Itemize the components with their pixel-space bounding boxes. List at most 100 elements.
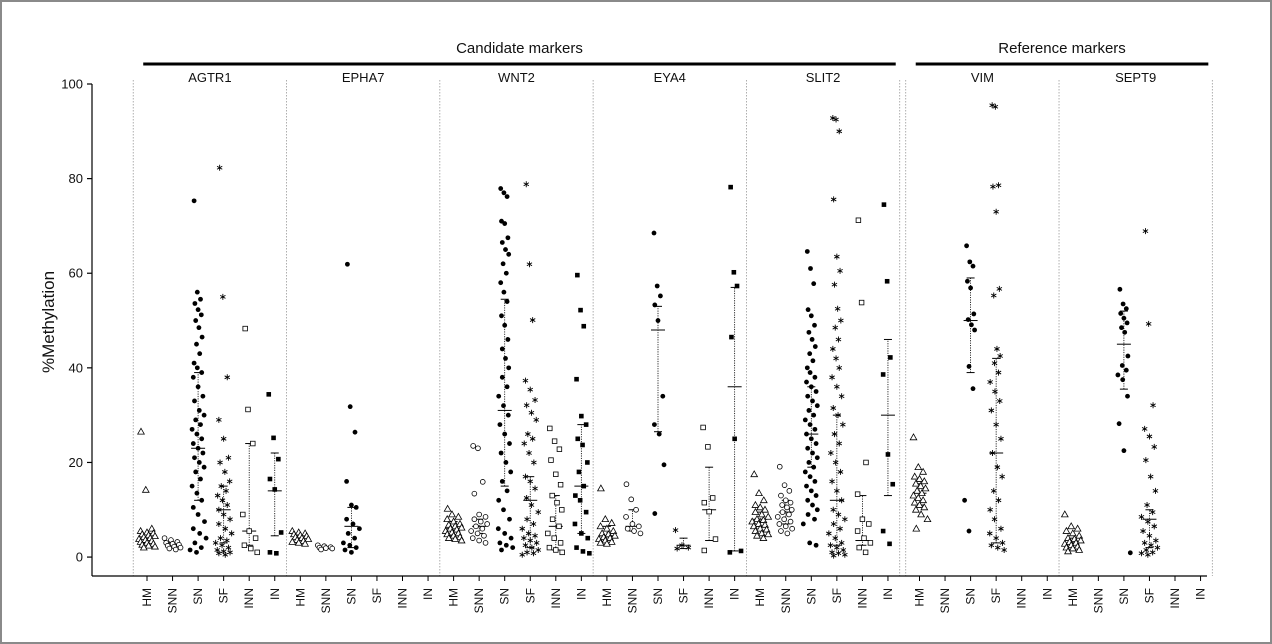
data-point [556,523,562,530]
data-point [556,446,563,452]
data-point [344,478,349,484]
data-point [863,459,869,466]
data-point [504,384,510,390]
data-point [834,487,840,494]
data-point [193,318,199,323]
data-point [551,438,558,444]
data-point [807,474,813,480]
group-headers: Candidate markers Reference markers [143,40,1209,66]
data-point [177,544,184,551]
x-category-label: SNN [1091,588,1105,613]
data-point [1064,547,1072,555]
data-point [800,521,806,527]
data-point [776,463,783,470]
data-point [1146,433,1153,440]
data-point [559,507,565,513]
data-point [738,548,744,554]
data-point [838,393,845,400]
data-point [827,542,834,549]
data-point [1145,518,1151,525]
data-point [1152,487,1159,494]
data-point [347,404,353,410]
data-point [581,323,587,329]
data-point [805,393,811,399]
data-point [510,545,516,551]
data-point [1148,542,1154,549]
data-point [1141,425,1148,432]
data-point [786,488,793,494]
data-point [141,485,150,493]
data-point [995,182,1002,189]
data-point [830,345,836,352]
data-point [1142,228,1149,235]
data-point [498,186,504,191]
data-point [228,530,235,537]
data-point [628,496,635,503]
data-point [624,525,631,532]
data-point [750,470,759,478]
x-category-label: IN [1040,588,1054,600]
data-point [532,397,538,404]
data-point [573,493,578,498]
data-point [191,198,197,204]
x-category-label: INN [1168,588,1182,609]
data-point [496,497,502,503]
data-point [807,351,813,357]
data-point [499,547,504,553]
data-point [242,325,248,332]
data-point [469,535,476,541]
data-point [530,520,537,527]
data-point [652,302,658,308]
data-point [884,278,890,284]
data-point [989,450,996,456]
data-point [190,441,196,446]
data-point [1151,443,1158,450]
data-point [990,487,997,494]
data-point [474,530,481,537]
data-point [751,500,760,508]
data-point [806,408,812,413]
data-point [652,511,658,516]
data-point [814,507,820,513]
x-category-label: HM [293,588,307,607]
data-point [471,490,478,497]
data-point [996,397,1003,404]
data-point [526,450,532,456]
data-point [498,450,504,456]
data-point [190,526,196,532]
data-point [781,516,787,523]
x-category-label: SN [651,588,665,605]
data-point [341,540,346,546]
data-point [1075,545,1084,553]
data-point [523,181,530,188]
data-point [504,488,510,494]
data-point [454,512,463,520]
data-point [274,550,279,556]
data-point [294,538,303,546]
x-category-label: SNN [625,588,639,613]
data-point [867,540,874,546]
data-point [888,355,893,360]
data-point [194,431,200,437]
data-point [968,285,973,291]
data-point [881,202,887,207]
x-category-label: SN [804,588,818,605]
x-category-label: IN [1194,588,1208,600]
data-point [753,531,761,539]
x-category-label: IN [881,588,895,600]
data-point [656,431,662,437]
data-point [189,483,195,489]
data-point [828,450,834,456]
data-point [1119,325,1124,331]
data-point [813,441,819,446]
data-point [357,526,362,532]
data-point [764,530,773,538]
data-point [830,506,837,513]
panel-title: EYA4 [654,70,686,85]
data-point [1154,544,1161,551]
data-point [194,490,200,496]
data-point [194,341,199,347]
data-point [196,408,202,413]
data-point [986,530,993,537]
data-point [523,494,530,501]
